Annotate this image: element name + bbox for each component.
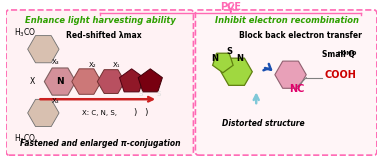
FancyBboxPatch shape (195, 10, 377, 155)
FancyBboxPatch shape (6, 10, 194, 155)
Text: NC: NC (289, 84, 304, 94)
Text: X: X (30, 77, 35, 86)
Text: S: S (157, 91, 161, 97)
Polygon shape (44, 68, 76, 95)
Polygon shape (28, 36, 59, 63)
Text: Fastened and enlarged π-conjugation: Fastened and enlarged π-conjugation (20, 139, 181, 148)
Text: N: N (212, 53, 218, 62)
Text: X₃: X₃ (51, 98, 59, 104)
Polygon shape (119, 69, 144, 92)
Polygon shape (275, 61, 306, 88)
Polygon shape (212, 53, 233, 73)
Text: )   ): ) ) (133, 109, 148, 118)
Text: COOH: COOH (325, 70, 357, 80)
Text: H$_3$CO: H$_3$CO (14, 132, 36, 145)
Text: X₃: X₃ (51, 59, 59, 65)
Polygon shape (72, 69, 101, 94)
Text: N: N (236, 53, 243, 62)
Text: X: C, N, S,: X: C, N, S, (82, 110, 117, 116)
Text: X₂: X₂ (88, 62, 96, 68)
Text: Enhance light harvesting ability: Enhance light harvesting ability (25, 16, 176, 25)
Text: Block back electron transfer: Block back electron transfer (239, 31, 362, 40)
Text: PCE: PCE (220, 2, 241, 12)
Text: S: S (227, 47, 233, 56)
Polygon shape (221, 58, 252, 85)
Text: Red-shifted λmax: Red-shifted λmax (67, 31, 142, 40)
Text: Inhibit electron recombination: Inhibit electron recombination (215, 16, 359, 25)
Text: X₁: X₁ (113, 62, 121, 68)
Text: N: N (56, 77, 64, 86)
Text: H$_3$CO: H$_3$CO (14, 26, 36, 39)
Polygon shape (138, 69, 163, 92)
Text: S: S (138, 91, 143, 97)
Polygon shape (97, 70, 125, 93)
Text: Distorted structure: Distorted structure (222, 119, 304, 128)
Text: Small Q: Small Q (322, 50, 355, 59)
Polygon shape (28, 99, 59, 127)
Text: HOMO: HOMO (338, 51, 357, 56)
